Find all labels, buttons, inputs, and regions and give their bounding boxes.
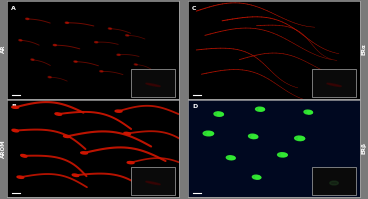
Ellipse shape [126, 35, 129, 36]
Ellipse shape [81, 152, 88, 154]
Bar [312, 69, 357, 97]
Ellipse shape [146, 181, 160, 185]
Bar [312, 168, 357, 195]
Ellipse shape [64, 135, 70, 138]
Ellipse shape [21, 154, 27, 157]
Ellipse shape [277, 153, 287, 157]
Ellipse shape [146, 83, 160, 87]
Ellipse shape [217, 113, 223, 116]
Text: C: C [192, 6, 197, 11]
Ellipse shape [134, 64, 137, 65]
Ellipse shape [203, 131, 213, 136]
Ellipse shape [214, 112, 223, 116]
Ellipse shape [95, 42, 98, 43]
Ellipse shape [255, 176, 261, 179]
Ellipse shape [259, 108, 265, 111]
Text: B: B [11, 104, 16, 109]
Ellipse shape [226, 156, 235, 160]
Ellipse shape [298, 137, 305, 140]
Ellipse shape [124, 132, 131, 135]
Ellipse shape [31, 59, 34, 60]
Ellipse shape [252, 135, 258, 138]
Text: AR: AR [1, 45, 6, 53]
Ellipse shape [72, 174, 79, 177]
Ellipse shape [17, 176, 24, 178]
Ellipse shape [55, 113, 61, 115]
Ellipse shape [12, 106, 19, 108]
Ellipse shape [74, 61, 77, 62]
Text: AROM: AROM [1, 139, 6, 158]
Text: A: A [11, 6, 16, 11]
Ellipse shape [66, 22, 68, 23]
Ellipse shape [330, 181, 339, 185]
Ellipse shape [115, 110, 122, 112]
Ellipse shape [207, 132, 213, 135]
Bar [131, 69, 176, 97]
Ellipse shape [100, 71, 103, 72]
Ellipse shape [109, 28, 112, 29]
Ellipse shape [12, 129, 18, 132]
Ellipse shape [26, 18, 29, 20]
Ellipse shape [248, 134, 258, 139]
Ellipse shape [53, 45, 56, 46]
Ellipse shape [304, 110, 312, 114]
Ellipse shape [255, 107, 265, 111]
Ellipse shape [307, 111, 312, 114]
Ellipse shape [48, 76, 51, 78]
Ellipse shape [281, 154, 287, 156]
Ellipse shape [117, 54, 120, 55]
Ellipse shape [252, 175, 261, 179]
Text: ERα: ERα [362, 43, 367, 55]
Ellipse shape [327, 83, 342, 87]
Text: ERβ: ERβ [362, 142, 367, 154]
Text: D: D [192, 104, 197, 109]
Ellipse shape [295, 136, 305, 141]
Bar [131, 168, 176, 195]
Ellipse shape [127, 162, 134, 164]
Ellipse shape [19, 40, 22, 41]
Ellipse shape [229, 157, 235, 159]
